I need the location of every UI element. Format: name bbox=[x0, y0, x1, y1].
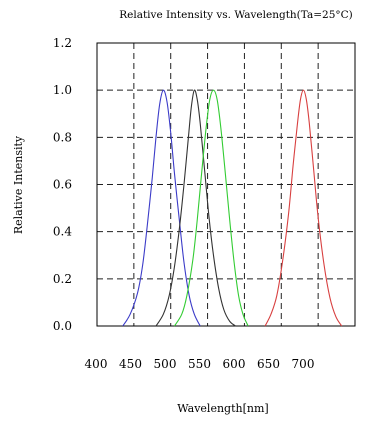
y-axis-label: Relative Intensity bbox=[12, 135, 25, 234]
x-tick-label: 600 bbox=[223, 357, 246, 371]
x-axis-label: Wavelength[nm] bbox=[177, 402, 268, 415]
x-tick-label: 700 bbox=[292, 357, 315, 371]
x-tick-labels: 400 450 500 550 600 650 700 bbox=[85, 357, 315, 371]
y-tick-label: 0.6 bbox=[53, 178, 72, 192]
y-tick-label: 0.0 bbox=[53, 319, 72, 333]
x-tick-label: 400 bbox=[85, 357, 108, 371]
y-tick-label: 0.4 bbox=[53, 225, 72, 239]
x-tick-label: 650 bbox=[257, 357, 280, 371]
y-tick-label: 1.0 bbox=[53, 83, 72, 97]
series-lines bbox=[122, 89, 343, 327]
y-tick-label: 0.2 bbox=[53, 272, 72, 286]
series-line-3 bbox=[173, 89, 249, 327]
series-line-1 bbox=[122, 89, 201, 327]
x-tick-label: 550 bbox=[188, 357, 211, 371]
y-tick-label: 0.8 bbox=[53, 130, 72, 144]
x-tick-label: 450 bbox=[119, 357, 142, 371]
plot-frame bbox=[96, 42, 356, 327]
x-tick-label: 500 bbox=[154, 357, 177, 371]
y-tick-label: 1.2 bbox=[53, 36, 72, 50]
series-line-2 bbox=[155, 89, 236, 327]
y-tick-labels: 0.0 0.2 0.4 0.6 0.8 1.0 1.2 bbox=[53, 36, 72, 333]
series-line-4 bbox=[264, 89, 343, 327]
chart-title: Relative Intensity vs. Wavelength(Ta=25°… bbox=[119, 9, 353, 21]
